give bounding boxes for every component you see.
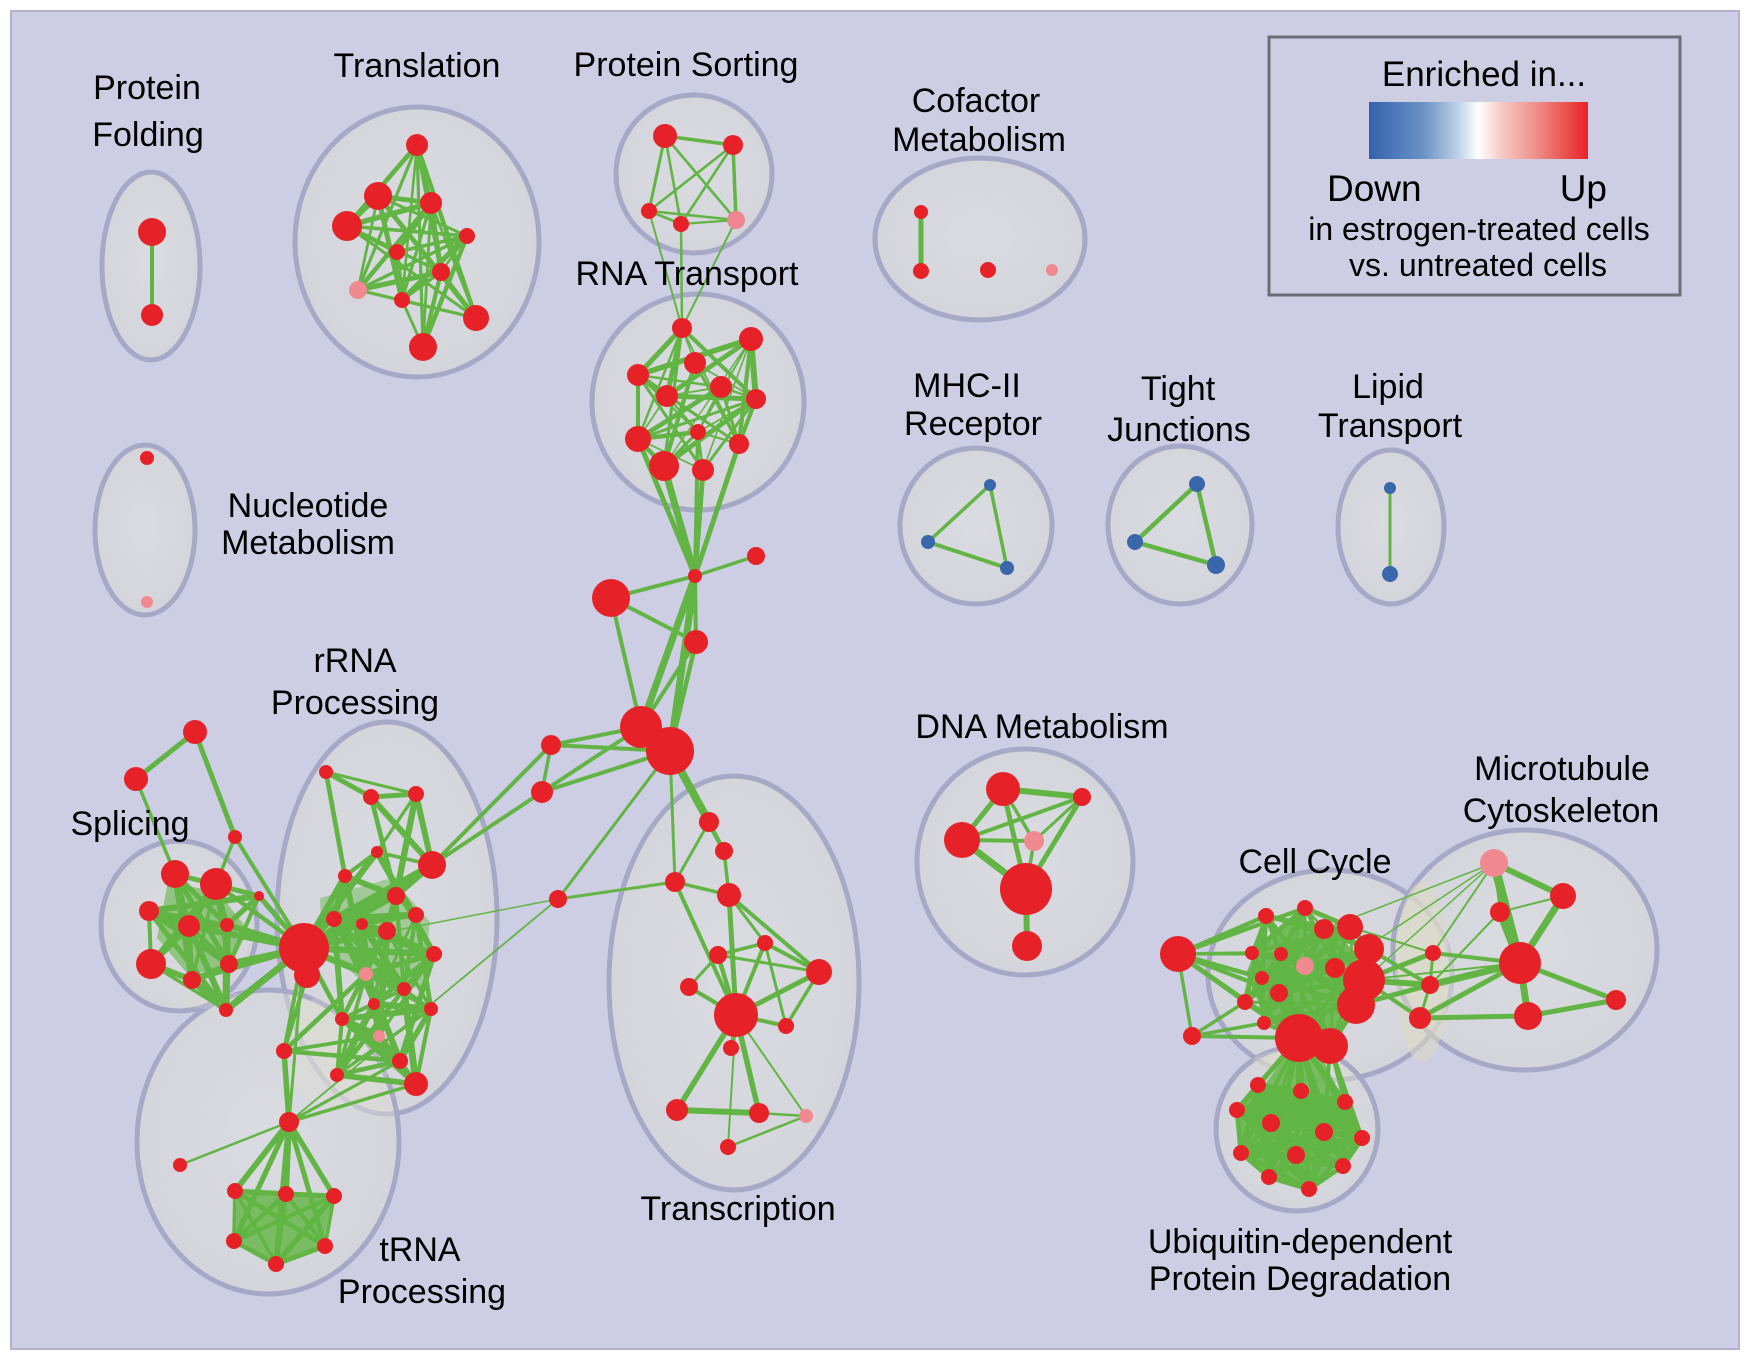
svg-text:tRNA: tRNA	[379, 1231, 461, 1269]
svg-text:Lipid: Lipid	[1352, 368, 1424, 406]
svg-text:Protein: Protein	[93, 69, 201, 107]
svg-text:MHC-II: MHC-II	[913, 367, 1021, 405]
svg-text:Enriched in...: Enriched in...	[1382, 55, 1586, 94]
svg-text:rRNA: rRNA	[313, 642, 396, 680]
svg-text:Folding: Folding	[92, 116, 204, 154]
svg-text:Metabolism: Metabolism	[221, 524, 395, 562]
svg-text:Receptor: Receptor	[904, 405, 1042, 443]
svg-text:in estrogen-treated cells: in estrogen-treated cells	[1308, 211, 1650, 247]
svg-text:DNA Metabolism: DNA Metabolism	[915, 708, 1168, 746]
svg-text:Protein Sorting: Protein Sorting	[574, 46, 799, 84]
svg-text:Ubiquitin-dependent: Ubiquitin-dependent	[1148, 1223, 1453, 1261]
svg-text:Splicing: Splicing	[70, 805, 189, 843]
svg-text:Translation: Translation	[334, 47, 501, 85]
svg-text:Nucleotide: Nucleotide	[228, 487, 389, 525]
svg-text:Cytoskeleton: Cytoskeleton	[1463, 792, 1660, 830]
svg-text:Tight: Tight	[1141, 370, 1216, 408]
svg-text:Down: Down	[1327, 168, 1422, 209]
svg-text:Up: Up	[1560, 168, 1607, 209]
svg-text:Transcription: Transcription	[640, 1190, 835, 1228]
svg-text:Protein Degradation: Protein Degradation	[1149, 1260, 1451, 1298]
svg-text:RNA Transport: RNA Transport	[576, 255, 800, 293]
svg-text:Transport: Transport	[1318, 407, 1463, 445]
svg-text:Cell Cycle: Cell Cycle	[1238, 843, 1391, 881]
svg-text:Cofactor: Cofactor	[912, 82, 1041, 120]
svg-text:Microtubule: Microtubule	[1474, 750, 1650, 788]
svg-text:vs. untreated cells: vs. untreated cells	[1349, 247, 1607, 283]
svg-text:Processing: Processing	[338, 1273, 506, 1311]
svg-text:Processing: Processing	[271, 684, 439, 722]
svg-text:Metabolism: Metabolism	[892, 121, 1066, 159]
svg-text:Junctions: Junctions	[1107, 411, 1251, 449]
